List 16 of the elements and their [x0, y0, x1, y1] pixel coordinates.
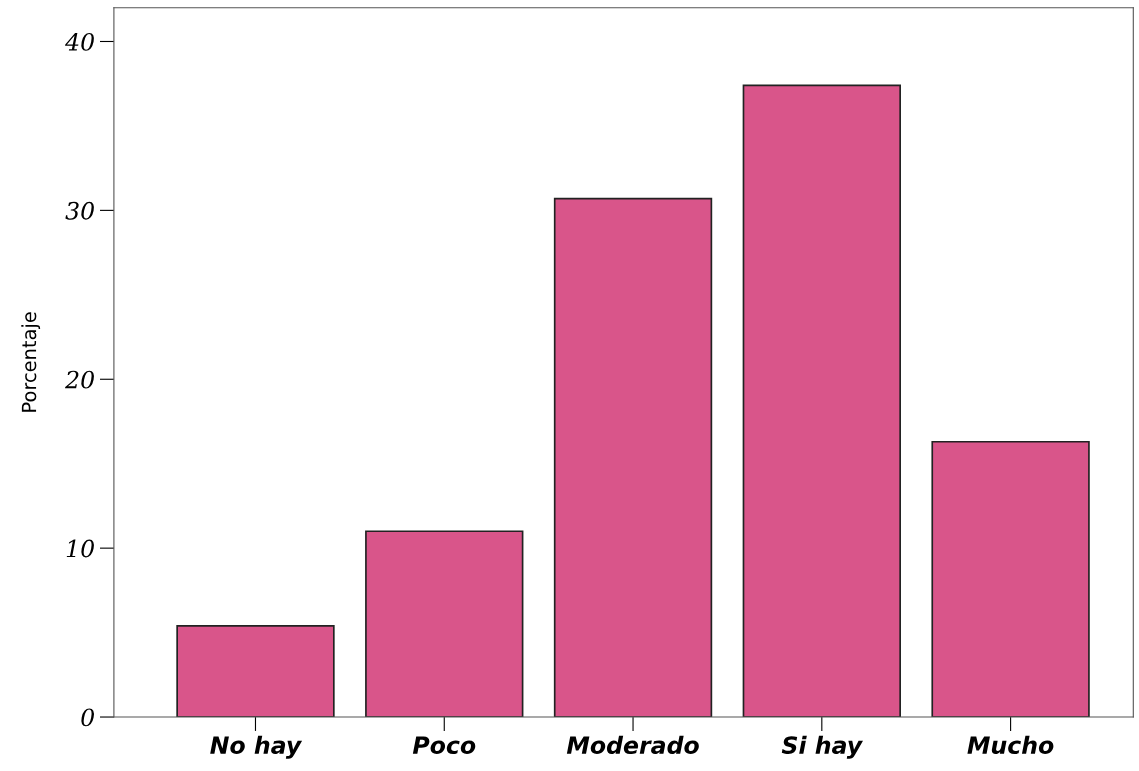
bar	[931, 440, 1090, 718]
x-tick-label: No hay	[210, 735, 303, 759]
bar	[742, 84, 901, 718]
bar	[553, 197, 713, 718]
y-tick-label: 30	[65, 201, 94, 220]
x-tick-label: Si hay	[781, 735, 864, 759]
bar	[176, 624, 335, 718]
bar	[365, 530, 524, 718]
y-tick-label: 20	[65, 370, 94, 389]
y-axis-title: Porcentaje	[21, 312, 41, 412]
x-tick-label: Mucho	[967, 735, 1054, 755]
y-tick-label: 40	[65, 32, 94, 51]
y-tick-label: 0	[81, 708, 94, 727]
x-tick-label: Poco	[412, 736, 476, 755]
x-tick-label: Moderado	[566, 735, 699, 755]
y-tick-label: 10	[66, 539, 94, 558]
